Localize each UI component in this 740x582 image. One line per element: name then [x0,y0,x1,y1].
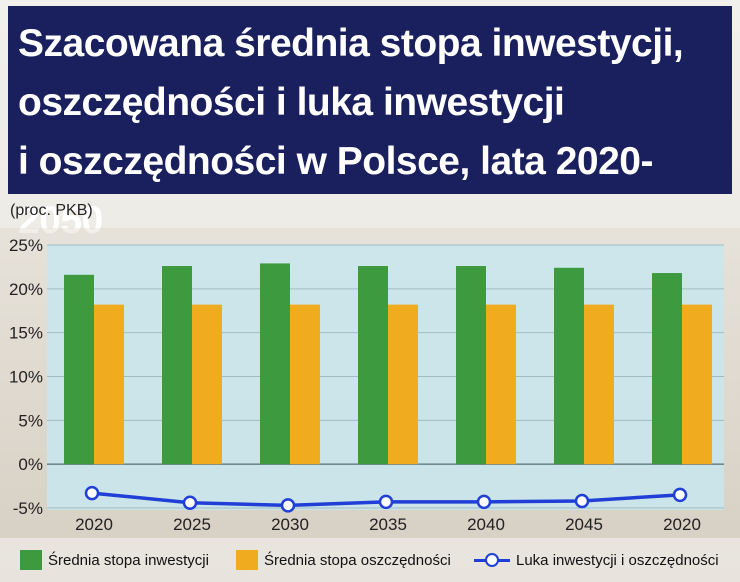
bar-investment [64,274,94,465]
bar-savings [94,304,124,465]
legend: Średnia stopa inwestycji Średnia stopa o… [0,538,740,578]
y-tick-label: 15% [9,324,43,343]
x-tick-label: 2035 [369,515,407,534]
y-tick-label: 20% [9,280,43,299]
gap-point [574,493,590,509]
legend-item-savings: Średnia stopa oszczędności [236,548,451,572]
gap-point [672,487,688,503]
bar-savings [192,304,222,465]
bar-investment [456,266,486,465]
gap-point [476,494,492,510]
legend-label-gap: Luka inwestycji i oszczędności [516,551,719,569]
bar-investment [162,266,192,465]
y-tick-label: -5% [13,499,43,518]
bar-investment [358,266,388,465]
bar-savings [584,304,614,465]
x-tick-label: 2020 [75,515,113,534]
gap-point [182,495,198,510]
gap-point [280,498,296,513]
legend-swatch-savings [236,550,258,570]
y-tick-label: 0% [18,455,43,474]
chart-area: 25% 20% 15% 10% 5% 0% -5% 2020 2025 2030 2035 2040… [0,228,740,538]
legend-item-investment: Średnia stopa inwestycji [20,548,209,572]
x-tick-label: 2030 [271,515,309,534]
x-axis: 2020 2025 2030 2035 2040 2045 2020 [75,515,701,534]
bar-investment [260,263,290,465]
legend-swatch-gap [474,550,510,570]
gap-point [378,494,394,510]
bar-investment [652,273,682,465]
x-tick-label: 2020 [663,515,701,534]
bar-investment [554,267,584,465]
x-tick-label: 2040 [467,515,505,534]
title-box: Szacowana średnia stopa inwestycji, oszc… [8,6,732,242]
bar-savings [682,304,712,465]
unit-label: (proc. PKB) [10,202,93,219]
y-tick-label: 5% [18,411,43,430]
bar-savings [486,304,516,465]
y-axis: 25% 20% 15% 10% 5% 0% -5% [9,236,43,518]
bar-savings [388,304,418,465]
y-tick-label: 25% [9,236,43,255]
bars [64,263,712,465]
legend-label-investment: Średnia stopa inwestycji [48,551,209,569]
x-tick-label: 2045 [565,515,603,534]
gap-line [84,485,688,513]
x-tick-label: 2025 [173,515,211,534]
y-tick-label: 10% [9,368,43,387]
bar-savings [290,304,320,465]
legend-label-savings: Średnia stopa oszczędności [264,551,451,569]
chart-title: Szacowana średnia stopa inwestycji, oszc… [18,22,684,242]
legend-item-gap: Luka inwestycji i oszczędności [474,548,719,572]
gap-point [84,485,100,501]
legend-swatch-investment [20,550,42,570]
